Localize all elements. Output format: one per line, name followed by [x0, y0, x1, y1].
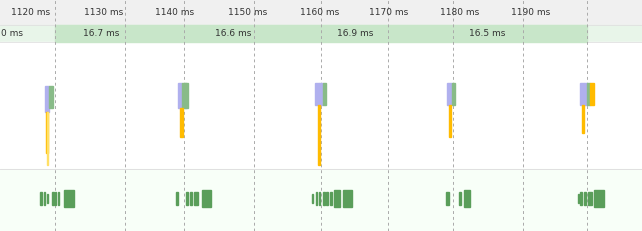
Bar: [0, 42, 642, 169]
Bar: [319, 82, 322, 105]
Bar: [323, 192, 325, 205]
Bar: [202, 190, 211, 207]
Bar: [330, 192, 332, 205]
Bar: [40, 192, 42, 205]
Text: 1180 ms: 1180 ms: [440, 8, 480, 17]
Text: 0 ms: 0 ms: [1, 29, 23, 38]
Bar: [591, 82, 594, 105]
Bar: [190, 192, 192, 205]
Bar: [459, 192, 461, 205]
Bar: [312, 195, 313, 203]
Text: 16.5 ms: 16.5 ms: [469, 29, 505, 38]
Text: 16.7 ms: 16.7 ms: [83, 29, 120, 38]
Bar: [47, 195, 48, 203]
Bar: [64, 190, 74, 207]
Bar: [49, 86, 53, 108]
Bar: [326, 192, 328, 205]
Text: 1150 ms: 1150 ms: [227, 8, 267, 17]
Bar: [0, 0, 642, 25]
Bar: [584, 192, 586, 205]
Bar: [594, 190, 604, 207]
Bar: [58, 192, 59, 205]
Bar: [0, 169, 642, 231]
Text: 1120 ms: 1120 ms: [12, 8, 50, 17]
Bar: [453, 25, 587, 42]
Text: 16.9 ms: 16.9 ms: [337, 29, 374, 38]
Bar: [52, 192, 54, 205]
Bar: [44, 192, 45, 205]
Bar: [587, 82, 591, 105]
Bar: [315, 82, 319, 105]
Bar: [321, 25, 453, 42]
Bar: [318, 105, 320, 165]
Text: 1140 ms: 1140 ms: [155, 8, 194, 17]
Bar: [578, 195, 579, 203]
Bar: [184, 25, 321, 42]
Bar: [0, 25, 642, 42]
Bar: [464, 190, 470, 207]
Text: 16.6 ms: 16.6 ms: [215, 29, 252, 38]
Text: 1130 ms: 1130 ms: [84, 8, 124, 17]
Text: 1190 ms: 1190 ms: [510, 8, 550, 17]
Text: 1160 ms: 1160 ms: [300, 8, 340, 17]
Bar: [323, 82, 325, 105]
Bar: [46, 112, 49, 165]
Bar: [177, 82, 182, 108]
Bar: [452, 82, 455, 105]
Bar: [588, 192, 592, 205]
Bar: [447, 82, 452, 105]
Bar: [46, 112, 48, 153]
Bar: [334, 190, 340, 207]
Bar: [55, 25, 184, 42]
Bar: [185, 82, 189, 108]
Bar: [44, 86, 49, 112]
Bar: [194, 192, 198, 205]
Bar: [319, 192, 320, 205]
Bar: [186, 192, 188, 205]
Bar: [176, 192, 178, 205]
Bar: [582, 105, 584, 133]
Bar: [316, 192, 317, 205]
Bar: [580, 82, 584, 105]
Text: 1170 ms: 1170 ms: [369, 8, 409, 17]
Bar: [584, 82, 587, 105]
Bar: [449, 105, 451, 137]
Bar: [343, 190, 352, 207]
Bar: [182, 82, 186, 108]
Bar: [580, 192, 582, 205]
Bar: [446, 192, 449, 205]
Bar: [180, 108, 183, 137]
Bar: [55, 192, 56, 205]
